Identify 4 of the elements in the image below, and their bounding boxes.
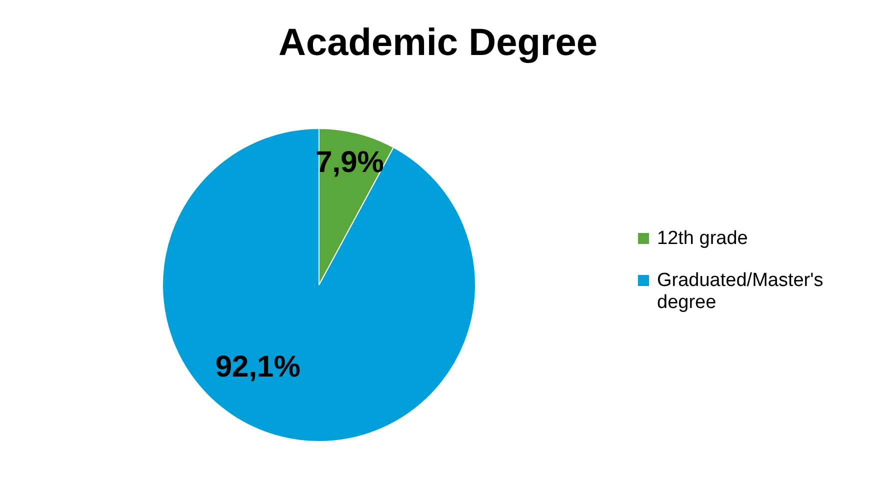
legend-label: 12th grade (657, 228, 748, 250)
data-label: 92,1% (215, 350, 300, 384)
chart-title: Academic Degree (278, 22, 598, 65)
legend-label: Graduated/Master's degree (657, 270, 824, 314)
